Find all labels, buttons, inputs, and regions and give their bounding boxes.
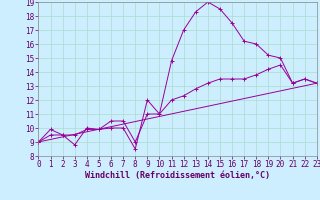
X-axis label: Windchill (Refroidissement éolien,°C): Windchill (Refroidissement éolien,°C) — [85, 171, 270, 180]
